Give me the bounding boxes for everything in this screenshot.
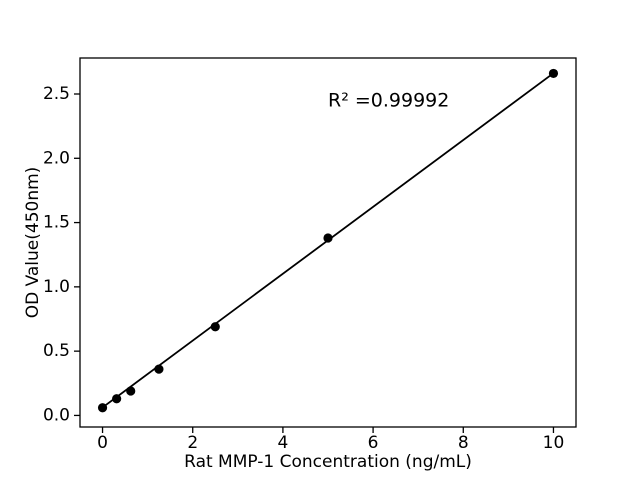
x-tick-label: 8: [458, 433, 469, 453]
y-tick-label: 1.0: [43, 277, 70, 297]
x-tick-label: 4: [277, 433, 288, 453]
data-point-marker: [154, 364, 164, 374]
data-point-marker: [323, 233, 333, 243]
data-point-marker: [548, 68, 559, 79]
plot-border: [79, 57, 577, 428]
x-tick-label: 6: [368, 433, 379, 453]
data-point-marker: [97, 403, 108, 413]
y-tick-label: 1.5: [43, 213, 70, 233]
data-point-marker: [112, 394, 122, 404]
x-axis-label: Rat MMP-1 Concentration (ng/mL): [184, 452, 472, 472]
y-tick-label: 2.5: [43, 84, 70, 104]
x-tick-label: 10: [543, 433, 565, 453]
y-tick-label: 0.5: [43, 341, 70, 361]
x-tick-label: 2: [187, 433, 198, 453]
x-tick-label: 0: [97, 433, 108, 453]
data-point-marker: [126, 386, 136, 396]
plot-area: 0 2 4 6 8 10 0.0 0.5 1.0 1.5 2.0 2.5: [43, 57, 577, 453]
r-squared-annotation: R² =0.99992: [328, 89, 449, 111]
y-tick-label: 0.0: [43, 405, 70, 425]
data-point-marker: [210, 322, 220, 332]
y-tick-label: 2.0: [43, 148, 70, 168]
y-axis-label: OD Value(450nm): [23, 167, 43, 319]
